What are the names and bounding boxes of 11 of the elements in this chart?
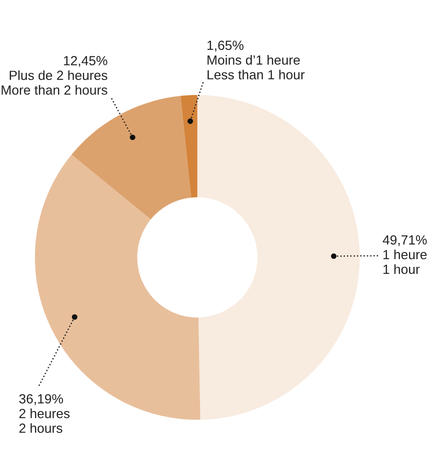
data-label: 1,65% bbox=[208, 40, 244, 52]
slice-label: 1 heure 1 hour bbox=[383, 250, 427, 274]
data-label: 12,45% bbox=[64, 56, 108, 67]
slice-label: 2 heures 2 hours bbox=[19, 408, 70, 433]
slice-label: Moins d’1 heure Less than 1 hour bbox=[208, 55, 305, 80]
donut-slice bbox=[197, 95, 360, 420]
data-label: 36,19% bbox=[19, 394, 63, 406]
slice-label: Plus de 2 heures More than 2 hours bbox=[2, 70, 108, 95]
data-label: 49,71% bbox=[382, 235, 427, 246]
donut-slice bbox=[180, 95, 198, 198]
donut-slice bbox=[72, 96, 192, 220]
